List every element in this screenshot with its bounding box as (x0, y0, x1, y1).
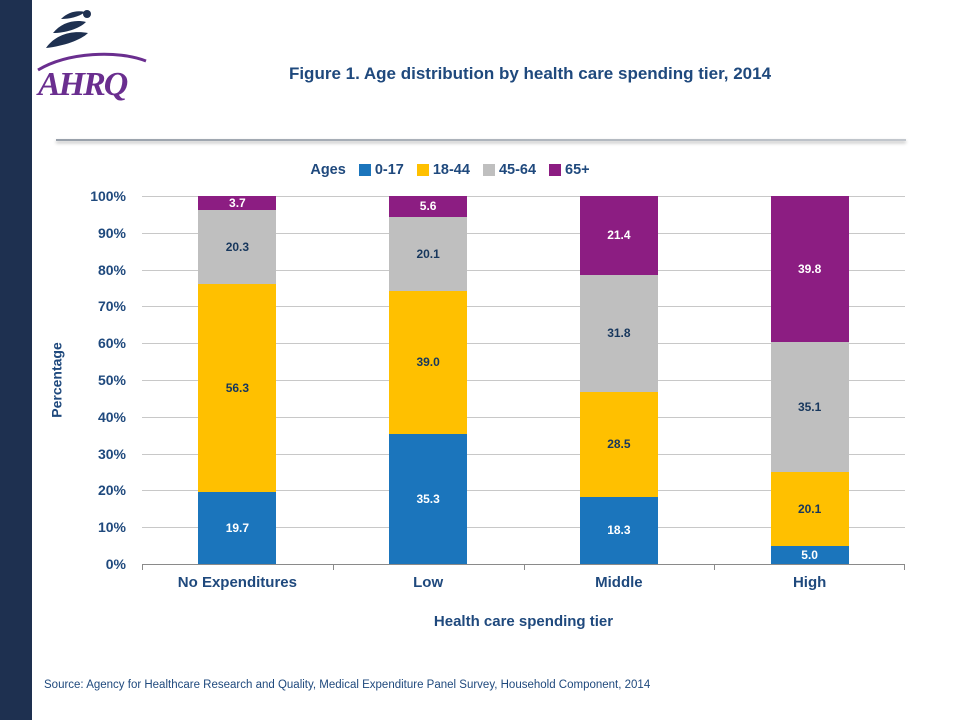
gridline (142, 343, 905, 345)
y-tick-label: 0% (105, 556, 126, 572)
legend-item: 0-17 (358, 162, 404, 178)
x-category-label: High (792, 574, 827, 591)
legend-items: 0-17 18-44 45-64 65+ (358, 162, 590, 178)
legend-item-label: 0-17 (374, 162, 404, 178)
legend-item: 45-64 (482, 162, 537, 178)
bar-segment: 39.8 (770, 196, 849, 343)
bar-segment: 21.4 (579, 196, 658, 275)
hhs-logo-icon (46, 10, 91, 48)
legend-item: 18-44 (416, 162, 470, 178)
bar-segment: 35.3 (389, 434, 468, 564)
bar-segment-label: 28.5 (607, 437, 631, 452)
x-category-labels: No Expenditures Low Middle High (142, 574, 905, 594)
figure-title: Figure 1. Age distribution by health car… (288, 64, 772, 83)
bar-segment: 5.6 (389, 196, 468, 217)
y-tick-label: 60% (97, 335, 126, 352)
bar-segment-label: 5.6 (419, 199, 437, 214)
bar-segment: 5.0 (770, 545, 849, 564)
bar-segment: 18.3 (579, 496, 658, 564)
legend-swatch-icon (549, 164, 562, 176)
gridline (142, 527, 905, 529)
bar-segment: 28.5 (579, 391, 658, 497)
gridline (142, 232, 905, 234)
plot-area: 19.7 56.3 20.3 3.7 35.3 39.0 20.1 5.6 18.3 28.5 31… (142, 196, 905, 564)
legend-item-label: 18-44 (432, 162, 470, 178)
x-axis-tick (142, 565, 143, 570)
gridline (142, 196, 905, 197)
bar-segment: 19.7 (198, 491, 277, 564)
legend-item-label: 45-64 (498, 162, 537, 178)
bar-segment-label: 20.1 (416, 246, 440, 261)
legend-swatch-icon (416, 164, 429, 176)
ahrq-swoosh-icon (37, 52, 147, 72)
left-brand-strip (0, 0, 32, 720)
bar-segment: 20.3 (198, 209, 277, 285)
gridline (142, 416, 905, 418)
bar-segment: 39.0 (389, 290, 468, 435)
bar-segment-label: 35.3 (416, 492, 440, 507)
bar-segment-label: 56.3 (225, 380, 250, 395)
y-tick-label: 10% (97, 519, 126, 536)
y-tick-label: 50% (97, 372, 126, 388)
bar-segment-label: 19.7 (225, 520, 250, 535)
x-axis-title: Health care spending tier (433, 613, 614, 630)
bar-segment: 31.8 (579, 274, 658, 392)
bar-segment-label: 20.1 (797, 501, 822, 516)
bar-segment-label: 31.8 (607, 326, 631, 341)
bar-segment-label: 39.0 (416, 355, 440, 370)
x-axis-tick (904, 565, 905, 570)
bar-segment-label: 35.1 (797, 400, 822, 415)
bar-column: 5.0 20.1 35.1 39.8 (770, 196, 849, 564)
y-tick-label: 90% (97, 224, 126, 241)
gridline (142, 269, 905, 271)
ahrq-logo-text: AHRQ (38, 66, 128, 103)
header-separator (56, 139, 906, 141)
gridline (142, 380, 905, 381)
y-tick-label: 70% (97, 298, 126, 315)
bar-column: 35.3 39.0 20.1 5.6 (389, 196, 468, 564)
y-tick-label: 30% (97, 445, 126, 462)
bar-segment: 56.3 (198, 284, 277, 492)
source-note: Source: Agency for Healthcare Research a… (44, 679, 651, 691)
bar-column: 18.3 28.5 31.8 21.4 (579, 196, 658, 564)
ahrq-logo: AHRQ (36, 52, 154, 102)
bar-segment-label: 39.8 (797, 262, 822, 277)
bar-segment: 35.1 (770, 342, 849, 472)
x-category-label: Low (413, 574, 444, 591)
legend-swatch-icon (482, 164, 495, 176)
y-tick-label: 80% (97, 261, 126, 278)
x-category-label: No Expenditures (177, 574, 297, 591)
bar-segment: 20.1 (389, 216, 468, 291)
bar-segment-label: 5.0 (801, 547, 818, 562)
legend-item: 65+ (549, 162, 590, 178)
x-category-label: Middle (595, 574, 643, 591)
gridline (142, 453, 905, 455)
bar-segment: 3.7 (198, 195, 277, 210)
bar-segment: 20.1 (770, 471, 849, 546)
bar-segment-label: 18.3 (607, 523, 631, 538)
x-axis-line (142, 564, 905, 570)
gridline (142, 306, 905, 308)
legend: Ages 0-17 18-44 45-64 65+ (0, 162, 930, 178)
legend-item-label: 65+ (565, 162, 590, 178)
y-tick-label: 40% (97, 408, 126, 425)
gridline (142, 490, 905, 492)
legend-title: Ages (310, 162, 346, 178)
legend-swatch-icon (358, 164, 371, 176)
y-axis-ticks: 0% 10% 20% 30% 40% 50% 60% 70% 80% 90% 100% (60, 188, 134, 572)
bar-segment-label: 21.4 (607, 228, 631, 243)
x-axis-tick (714, 565, 716, 570)
bar-segment-label: 3.7 (229, 195, 246, 210)
bar-column: 19.7 56.3 20.3 3.7 (198, 195, 277, 564)
x-axis-tick (332, 565, 334, 570)
y-tick-label: 100% (90, 188, 126, 204)
y-tick-label: 20% (97, 482, 126, 499)
x-axis-tick (523, 565, 525, 570)
bar-segment-label: 20.3 (225, 239, 250, 254)
